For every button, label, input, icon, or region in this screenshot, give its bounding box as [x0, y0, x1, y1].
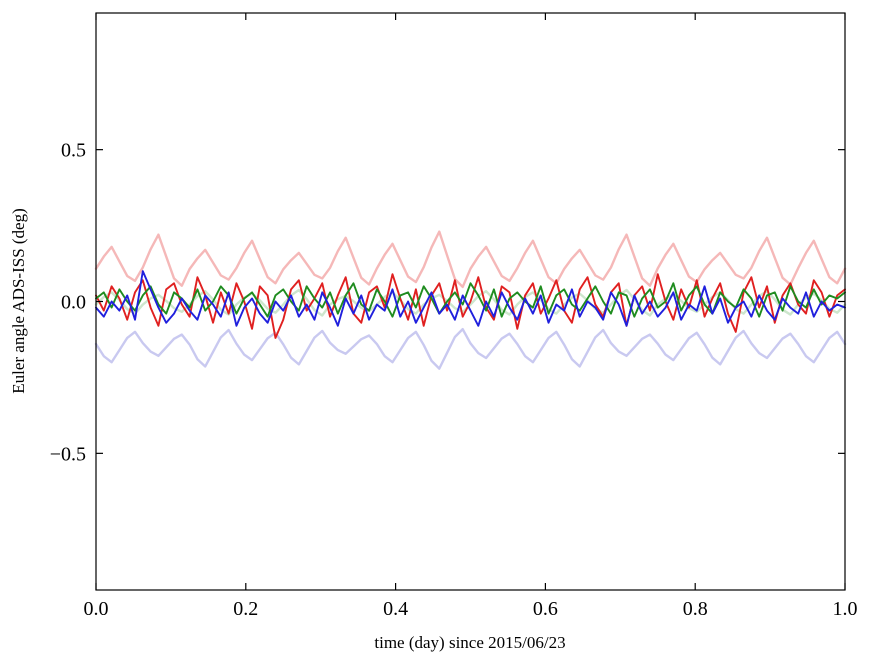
y-axis-label: Euler angle ADS-ISS (deg)	[9, 208, 28, 394]
light-blue-line	[94, 327, 847, 370]
x-axis-label: time (day) since 2015/06/23	[374, 633, 565, 652]
y-tick-label: 0.5	[61, 140, 86, 162]
x-tick-label: 0.8	[683, 598, 708, 620]
x-tick-label: 1.0	[833, 598, 858, 620]
red-line	[95, 273, 846, 339]
series-group	[94, 230, 847, 370]
y-tick-label: 0.0	[61, 292, 86, 314]
light-red-line	[94, 230, 847, 289]
x-tick-label: 0.0	[84, 598, 109, 620]
x-tick-label: 0.6	[533, 598, 558, 620]
green-line	[95, 282, 846, 318]
blue-line	[95, 270, 846, 327]
x-tick-label: 0.2	[233, 598, 258, 620]
ticks-group: 0.0 0.2 0.4 0.6 0.8 1.0 −0.5 0.0 0.5	[50, 13, 858, 620]
x-tick-label: 0.4	[383, 598, 408, 620]
y-tick-label: −0.5	[50, 443, 86, 465]
